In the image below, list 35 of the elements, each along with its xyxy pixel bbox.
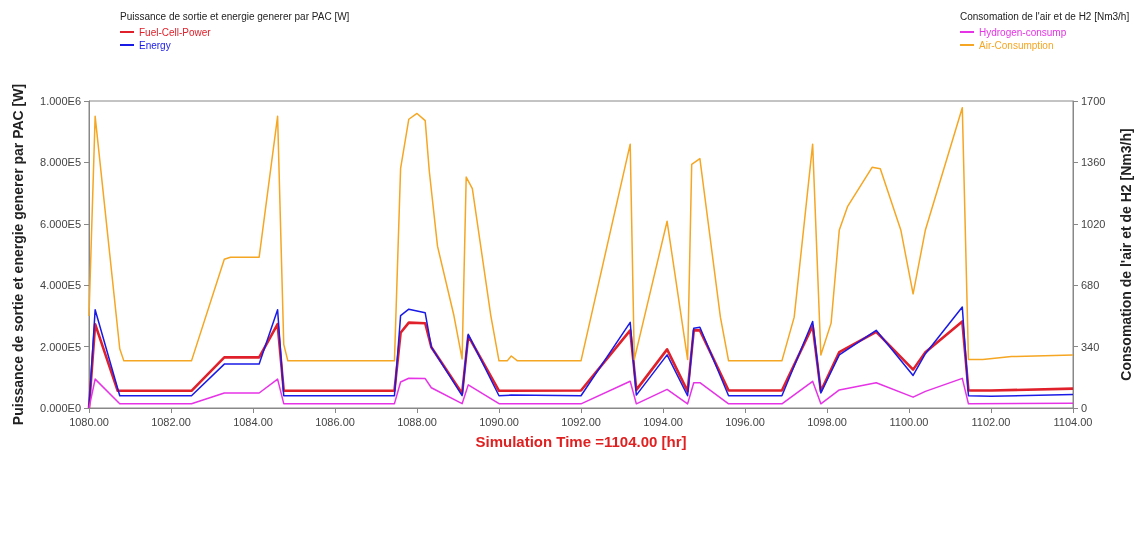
x-tick-label: 1088.00 xyxy=(397,415,437,428)
x-tick-label: 1094.00 xyxy=(643,415,683,428)
y2-tick-label: 340 xyxy=(1081,340,1100,353)
y2-axis-title: Consomation de l'air et de H2 [Nm3/h] xyxy=(1118,128,1134,381)
x-tick-label: 1098.00 xyxy=(807,415,847,428)
y2-tick-label: 1700 xyxy=(1081,95,1106,107)
x-tick-label: 1096.00 xyxy=(725,415,765,428)
x-tick-label: 1082.00 xyxy=(151,415,191,428)
y-tick-label: 6.000E5 xyxy=(40,217,81,230)
y-tick-label: 1.000E6 xyxy=(40,95,81,107)
y-tick-label: 8.000E5 xyxy=(40,156,81,169)
y-tick-label: 2.000E5 xyxy=(40,340,81,353)
y-tick-label: 4.000E5 xyxy=(40,279,81,292)
x-tick-label: 1090.00 xyxy=(479,415,519,428)
text: Consomation de l'air et de H2 [Nm3/h] xyxy=(960,10,1130,22)
x-tick-label: 1084.00 xyxy=(233,415,273,428)
x-axis-title: Simulation Time =1104.00 [hr] xyxy=(475,433,687,450)
line-series xyxy=(88,106,1074,362)
legend-label: Air-Consumption xyxy=(979,39,1054,51)
x-tick-label: 1100.00 xyxy=(889,415,929,428)
x-tick-label: 1104.00 xyxy=(1053,415,1093,428)
legend-label: Fuel-Cell-Power xyxy=(139,26,212,38)
y-axis-title: Puissance de sortie et energie generer par PAC [W] xyxy=(10,83,26,426)
x-tick-label: 1086.00 xyxy=(315,415,355,428)
legend-label: Hydrogen-consump xyxy=(979,26,1067,38)
x-tick-label: 1102.00 xyxy=(971,415,1011,428)
y-tick-label: 0.000E0 xyxy=(40,402,81,414)
x-tick-label: 1092.00 xyxy=(561,415,601,428)
x-tick-label: 1080.00 xyxy=(69,415,109,428)
legend-title: Puissance de sortie et energie generer par PAC [W] xyxy=(120,10,350,22)
legend-label: Energy xyxy=(139,39,171,51)
y2-tick-label: 0 xyxy=(1081,402,1088,414)
y2-tick-label: 1020 xyxy=(1081,217,1106,230)
y2-tick-label: 680 xyxy=(1081,279,1100,292)
y2-tick-label: 1360 xyxy=(1081,156,1106,169)
